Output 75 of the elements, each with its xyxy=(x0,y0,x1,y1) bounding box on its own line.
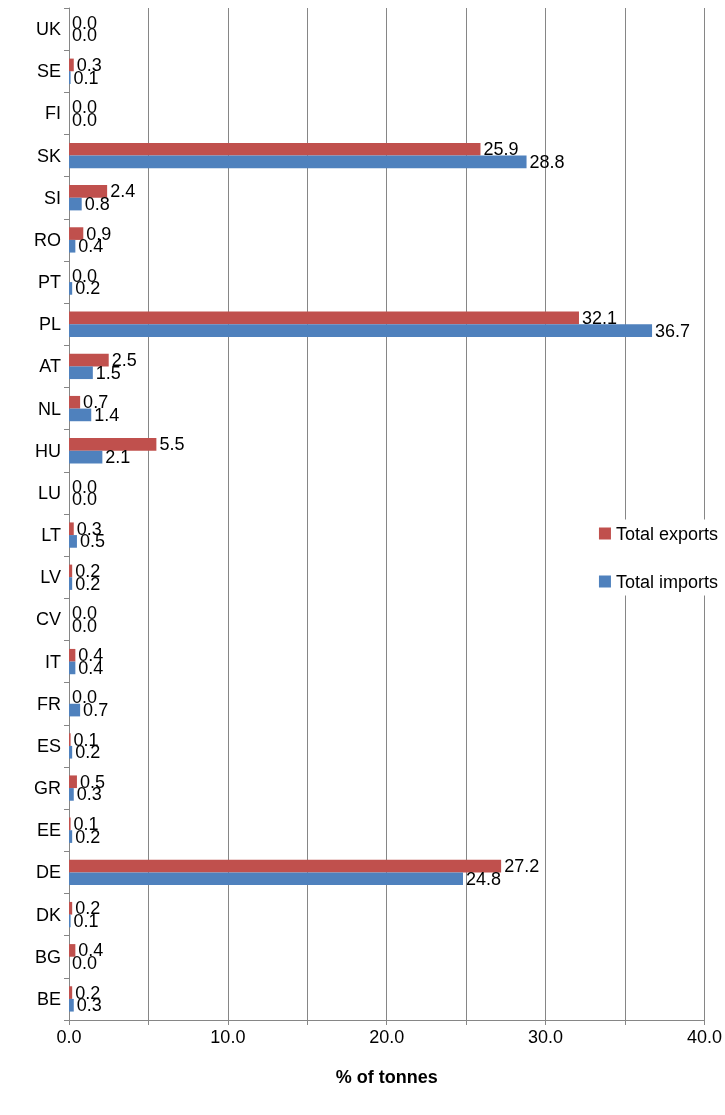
bar xyxy=(69,58,74,72)
bar xyxy=(69,775,77,789)
data-label: 0.8 xyxy=(84,194,110,215)
y-tick-label: SI xyxy=(43,187,61,208)
bar xyxy=(69,395,81,409)
y-tick-label: IT xyxy=(45,651,61,672)
bar xyxy=(69,535,77,548)
bar xyxy=(69,450,103,464)
y-tick-label: DE xyxy=(35,862,61,883)
x-tick-label: 30.0 xyxy=(528,1027,564,1047)
bar xyxy=(69,438,157,451)
y-tick-label: PL xyxy=(38,314,61,335)
bar xyxy=(69,227,84,240)
data-label: 25.9 xyxy=(483,139,519,160)
y-tick-label: LV xyxy=(40,567,61,588)
y-tick-label: FI xyxy=(45,103,61,124)
bar xyxy=(69,944,76,957)
bar xyxy=(69,648,76,662)
y-tick-label: NL xyxy=(37,398,61,419)
bar xyxy=(69,142,481,156)
bar xyxy=(69,901,73,915)
data-label: 28.8 xyxy=(529,151,565,172)
bar xyxy=(69,788,74,801)
bar xyxy=(69,197,82,211)
x-tick-label: 0.0 xyxy=(56,1027,82,1047)
y-tick-label: HU xyxy=(35,440,61,461)
y-tick-label: LT xyxy=(41,525,61,546)
data-label: 27.2 xyxy=(504,856,540,877)
bar xyxy=(69,353,109,367)
y-tick-label: ES xyxy=(36,735,61,756)
bar xyxy=(69,661,76,675)
bar xyxy=(69,155,527,169)
y-tick-label: EE xyxy=(36,820,61,841)
bar xyxy=(69,185,108,198)
data-label: 32.1 xyxy=(581,307,618,328)
bar xyxy=(69,282,73,295)
y-tick-label: UK xyxy=(35,19,61,40)
y-tick-label: SK xyxy=(36,145,61,166)
y-tick-label: DK xyxy=(35,904,61,925)
bar xyxy=(69,564,73,578)
bar xyxy=(69,577,73,590)
y-tick-label: SE xyxy=(36,61,61,82)
legend-label: Total imports xyxy=(615,571,718,592)
bar xyxy=(69,366,93,380)
x-tick-label: 10.0 xyxy=(210,1027,246,1047)
y-tick-label: BE xyxy=(36,988,61,1009)
bar xyxy=(69,408,92,422)
y-tick-label: FR xyxy=(37,693,61,714)
bar xyxy=(69,998,74,1012)
bar xyxy=(69,859,502,873)
y-tick-label: BG xyxy=(34,946,61,967)
bar xyxy=(69,703,81,717)
y-tick-label: AT xyxy=(39,356,61,377)
bar xyxy=(69,324,653,337)
x-tick-label: 40.0 xyxy=(686,1027,723,1047)
y-tick-label: LU xyxy=(37,482,61,503)
bar xyxy=(69,830,73,843)
bar xyxy=(69,239,76,253)
x-axis-title: % of tonnes xyxy=(335,1067,438,1087)
legend-label: Total exports xyxy=(615,523,719,544)
y-tick-label: RO xyxy=(34,229,61,250)
data-label: 2.1 xyxy=(105,447,131,468)
data-label: 36.7 xyxy=(655,320,691,341)
bar xyxy=(69,311,579,325)
data-label: 5.5 xyxy=(159,434,185,455)
y-tick-label: GR xyxy=(34,778,61,799)
y-tick-label: PT xyxy=(37,272,61,293)
y-tick-label: CV xyxy=(35,609,61,630)
bar xyxy=(69,986,73,999)
bar xyxy=(69,872,463,886)
data-label: 2.4 xyxy=(110,181,136,202)
bar xyxy=(69,522,74,536)
bar xyxy=(69,745,73,759)
data-label: 24.8 xyxy=(466,868,502,889)
x-tick-label: 20.0 xyxy=(369,1027,405,1047)
